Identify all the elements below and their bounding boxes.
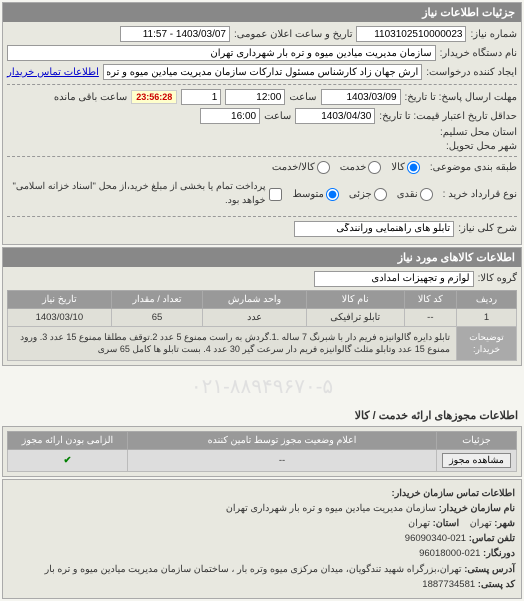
time-label-2: ساعت xyxy=(264,111,291,122)
col-unit: واحد شمارش xyxy=(203,290,306,308)
time-label-1: ساعت xyxy=(289,92,316,103)
info-org: سازمان مدیریت میادین میوه و تره بار شهرد… xyxy=(226,503,436,514)
info-fax: 021-96018000 xyxy=(419,548,480,559)
auth-col-status: اعلام وضعیت مجوز توسط تامین کننده xyxy=(128,431,437,449)
info-phone-label: تلفن تماس: xyxy=(469,533,515,544)
auth-col-details: جزئیات xyxy=(437,431,517,449)
auth-panel: جزئیات اعلام وضعیت مجوز توسط تامین کننده… xyxy=(2,426,522,477)
pkg-label: طبقه بندی موضوعی: xyxy=(430,162,517,173)
cell-qty: 65 xyxy=(111,308,203,326)
goods-panel: اطلاعات کالاهای مورد نیاز گروه کالا: ردی… xyxy=(2,247,522,366)
deadline-credit-time[interactable] xyxy=(200,108,260,124)
desc-row: توضیحات خریدار: تابلو دایره گالوانیزه فر… xyxy=(8,326,517,360)
panel-title: جزئیات اطلاعات نیاز xyxy=(3,3,521,22)
datetime-input[interactable] xyxy=(120,26,230,42)
countdown-box: 23:56:28 xyxy=(131,90,177,104)
info-phone: 021-96090340 xyxy=(405,533,466,544)
auth-check-icon: ✔ xyxy=(8,449,128,471)
auth-row: مشاهده مجوز -- ✔ xyxy=(8,449,517,471)
cell-idx: 1 xyxy=(457,308,517,326)
divider xyxy=(7,84,517,85)
info-fax-label: دورنگار: xyxy=(483,548,515,559)
col-idx: ردیف xyxy=(457,290,517,308)
divider-2 xyxy=(7,156,517,157)
info-addr-label: آدرس پستی: xyxy=(464,564,515,575)
cell-code: -- xyxy=(404,308,456,326)
info-city: تهران xyxy=(470,518,492,529)
pay-label: نوع قرارداد خرید : xyxy=(443,189,517,200)
number-input[interactable] xyxy=(356,26,466,42)
table-row: 1 -- تابلو ترافیکی عدد 65 1403/03/10 xyxy=(8,308,517,326)
number-label: شماره نیاز: xyxy=(470,29,517,40)
deadline-credit-label: حداقل تاریخ اعتبار قیمت: تا تاریخ: xyxy=(379,111,517,122)
deadline-send-time[interactable] xyxy=(225,89,285,105)
contact-link[interactable]: اطلاعات تماس خریدار xyxy=(7,67,99,78)
deadline-send-label: مهلت ارسال پاسخ: تا تاریخ: xyxy=(405,92,517,103)
pay-cash-radio[interactable] xyxy=(420,188,433,201)
datetime-label: تاریخ و ساعت اعلان عمومی: xyxy=(234,29,353,40)
divider-3 xyxy=(7,216,517,217)
cell-date: 1403/03/10 xyxy=(8,308,112,326)
info-post: 1887734581 xyxy=(422,579,475,590)
deadline-credit-date[interactable] xyxy=(295,108,375,124)
desc-row-text: تابلو دایره گالوانیزه فریم دار با شبرنگ … xyxy=(8,326,457,360)
pay-partial-radio[interactable] xyxy=(374,188,387,201)
pkg-kala-service-radio[interactable] xyxy=(317,161,330,174)
pay-partial: جزئی xyxy=(349,189,372,200)
deadline-send-date[interactable] xyxy=(321,89,401,105)
pkg-kala-service: کالا/خدمت xyxy=(272,162,315,173)
info-org-label: نام سازمان خریدار: xyxy=(439,503,515,514)
buyer-info-block: اطلاعات تماس سازمان خریدار: نام سازمان خ… xyxy=(2,479,522,599)
auth-col-req: الزامی بودن ارائه مجوز xyxy=(8,431,128,449)
info-state: تهران xyxy=(408,518,430,529)
goods-table: ردیف کد کالا نام کالا واحد شمارش تعداد /… xyxy=(7,290,517,361)
pkg-kala: کالا xyxy=(391,162,405,173)
buyer-label: نام دستگاه خریدار: xyxy=(440,48,517,59)
desc-row-label: توضیحات خریدار: xyxy=(457,326,517,360)
city-label: شهر محل تحویل: xyxy=(446,141,517,152)
pkg-service-radio[interactable] xyxy=(368,161,381,174)
pay-cash: نقدی xyxy=(397,189,418,200)
days-input[interactable] xyxy=(181,89,221,105)
cell-unit: عدد xyxy=(203,308,306,326)
auth-title: اطلاعات مجوزهای ارائه خدمت / کالا xyxy=(0,405,524,424)
group-input[interactable] xyxy=(314,271,474,287)
pay-note-check[interactable] xyxy=(269,188,282,201)
watermark: ۰۲۱-۸۸۹۴۹۶۷۰-۵ xyxy=(0,368,524,405)
info-state-label: استان: xyxy=(433,518,460,529)
auth-status: -- xyxy=(128,449,437,471)
view-auth-button[interactable]: مشاهده مجوز xyxy=(442,453,511,468)
requester-input[interactable] xyxy=(103,64,422,80)
col-date: تاریخ نیاز xyxy=(8,290,112,308)
info-addr: تهران،بزرگراه شهید تندگویان، میدان مرکزی… xyxy=(45,564,462,575)
pkg-kala-radio[interactable] xyxy=(407,161,420,174)
remaining-label: ساعت باقی مانده xyxy=(54,92,127,103)
group-label: گروه کالا: xyxy=(478,273,517,284)
pay-mid-radio[interactable] xyxy=(326,188,339,201)
info-post-label: کد پستی: xyxy=(478,579,515,590)
col-name: نام کالا xyxy=(306,290,404,308)
pay-mid: متوسط xyxy=(292,189,323,200)
col-qty: تعداد / مقدار xyxy=(111,290,203,308)
buyer-input[interactable] xyxy=(7,45,436,61)
need-details-panel: جزئیات اطلاعات نیاز شماره نیاز: تاریخ و … xyxy=(2,2,522,245)
requester-label: ایجاد کننده درخواست: xyxy=(426,67,517,78)
col-code: کد کالا xyxy=(404,290,456,308)
cell-name: تابلو ترافیکی xyxy=(306,308,404,326)
goods-title: اطلاعات کالاهای مورد نیاز xyxy=(3,248,521,267)
info-city-label: شهر: xyxy=(494,518,515,529)
desc-label: شرح کلی نیاز: xyxy=(458,223,517,234)
pkg-service: خدمت xyxy=(340,162,367,173)
auth-table: جزئیات اعلام وضعیت مجوز توسط تامین کننده… xyxy=(7,431,517,472)
desc-input[interactable] xyxy=(294,221,454,237)
info-title: اطلاعات تماس سازمان خریدار: xyxy=(392,488,515,499)
pay-note: پرداخت تمام یا بخشی از مبلغ خرید،از محل … xyxy=(7,177,267,212)
state-label: استان محل تسلیم: xyxy=(440,127,517,138)
